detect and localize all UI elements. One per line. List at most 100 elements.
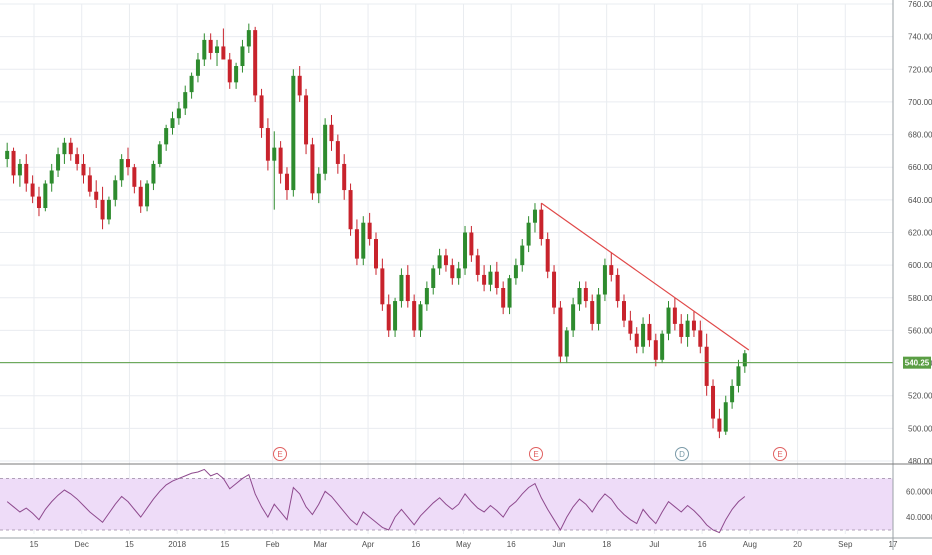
candlestick[interactable] bbox=[259, 88, 264, 138]
candlestick[interactable] bbox=[736, 359, 741, 393]
candlestick[interactable] bbox=[119, 154, 124, 187]
candlestick[interactable] bbox=[100, 186, 105, 230]
candlestick[interactable] bbox=[564, 327, 569, 364]
candlestick[interactable] bbox=[164, 124, 169, 151]
candlestick[interactable] bbox=[672, 297, 677, 331]
candlestick[interactable] bbox=[176, 101, 181, 125]
candlestick[interactable] bbox=[348, 183, 353, 236]
candlestick[interactable] bbox=[11, 147, 16, 184]
candlestick[interactable] bbox=[596, 287, 601, 331]
candlestick[interactable] bbox=[698, 320, 703, 354]
candlestick[interactable] bbox=[189, 72, 194, 99]
candlestick[interactable] bbox=[202, 33, 207, 67]
candlestick[interactable] bbox=[246, 23, 251, 53]
candlestick[interactable] bbox=[265, 118, 270, 171]
candlestick[interactable] bbox=[641, 317, 646, 354]
candlestick[interactable] bbox=[488, 265, 493, 292]
candlestick[interactable] bbox=[43, 180, 48, 212]
candlestick[interactable] bbox=[145, 180, 150, 212]
candlestick[interactable] bbox=[56, 147, 61, 178]
candlestick[interactable] bbox=[660, 330, 665, 364]
candlestick[interactable] bbox=[450, 258, 455, 285]
candlestick[interactable] bbox=[380, 258, 385, 311]
candlestick[interactable] bbox=[590, 294, 595, 331]
candlestick[interactable] bbox=[284, 167, 289, 200]
candlestick[interactable] bbox=[507, 274, 512, 315]
candlestick[interactable] bbox=[81, 154, 86, 184]
candlestick[interactable] bbox=[443, 248, 448, 272]
candlestick[interactable] bbox=[386, 294, 391, 337]
candlestick[interactable] bbox=[278, 141, 283, 184]
candlestick[interactable] bbox=[437, 248, 442, 275]
candlestick[interactable] bbox=[157, 141, 162, 168]
candlestick[interactable] bbox=[36, 186, 41, 217]
candlestick[interactable] bbox=[717, 408, 722, 439]
candlestick[interactable] bbox=[653, 333, 658, 367]
candlestick[interactable] bbox=[62, 137, 67, 164]
candlestick[interactable] bbox=[30, 175, 35, 204]
candlestick[interactable] bbox=[691, 310, 696, 337]
candlestick[interactable] bbox=[126, 147, 130, 176]
candlestick[interactable] bbox=[424, 281, 429, 311]
candlestick[interactable] bbox=[87, 167, 92, 197]
candlestick[interactable] bbox=[730, 379, 735, 409]
event-marker-d[interactable]: D bbox=[675, 447, 689, 461]
candlestick[interactable] bbox=[456, 261, 461, 285]
candlestick[interactable] bbox=[195, 52, 200, 83]
candlestick[interactable] bbox=[291, 69, 296, 197]
candlestick[interactable] bbox=[539, 203, 544, 246]
candlestick[interactable] bbox=[94, 180, 99, 209]
candlestick[interactable] bbox=[634, 327, 639, 354]
candlestick[interactable] bbox=[208, 33, 213, 60]
event-marker-e[interactable]: E bbox=[529, 447, 543, 461]
candlestick[interactable] bbox=[501, 281, 506, 315]
candlestick[interactable] bbox=[685, 314, 690, 347]
candlestick[interactable] bbox=[704, 333, 709, 396]
candlestick[interactable] bbox=[399, 268, 404, 308]
candlestick[interactable] bbox=[367, 212, 372, 246]
candlestick[interactable] bbox=[482, 265, 487, 292]
candlestick[interactable] bbox=[253, 26, 258, 102]
candlestick[interactable] bbox=[183, 85, 188, 115]
candlestick[interactable] bbox=[545, 232, 550, 279]
candlestick[interactable] bbox=[221, 28, 226, 60]
candlestick[interactable] bbox=[374, 232, 378, 275]
candlestick[interactable] bbox=[106, 196, 111, 225]
candlestick[interactable] bbox=[532, 203, 537, 233]
candlestick[interactable] bbox=[609, 252, 614, 282]
candlestick[interactable] bbox=[742, 350, 747, 373]
candlestick[interactable] bbox=[412, 294, 417, 337]
candlestick[interactable] bbox=[679, 314, 684, 344]
candlestick[interactable] bbox=[494, 261, 499, 295]
candlestick[interactable] bbox=[711, 379, 716, 429]
candlestick[interactable] bbox=[5, 142, 10, 168]
candlestick[interactable] bbox=[513, 258, 518, 285]
candlestick[interactable] bbox=[602, 258, 607, 302]
candlestick[interactable] bbox=[335, 134, 340, 174]
candlestick[interactable] bbox=[583, 281, 588, 308]
candlestick[interactable] bbox=[234, 62, 239, 89]
candlestick[interactable] bbox=[297, 66, 302, 102]
candlestick[interactable] bbox=[469, 225, 474, 262]
event-marker-e[interactable]: E bbox=[773, 447, 787, 461]
candlestick[interactable] bbox=[240, 39, 245, 73]
candlestick[interactable] bbox=[526, 216, 531, 253]
candlestick[interactable] bbox=[215, 39, 220, 67]
candlestick[interactable] bbox=[329, 114, 334, 151]
candlestick[interactable] bbox=[393, 297, 398, 337]
candlestick[interactable] bbox=[622, 294, 626, 328]
candlestick[interactable] bbox=[138, 180, 143, 213]
candlestick[interactable] bbox=[354, 219, 359, 266]
candlestick[interactable] bbox=[75, 147, 80, 171]
candlestick[interactable] bbox=[316, 167, 321, 204]
candlestick[interactable] bbox=[418, 301, 423, 337]
candlestick[interactable] bbox=[405, 265, 410, 308]
candlestick[interactable] bbox=[227, 52, 232, 89]
candlestick[interactable] bbox=[520, 239, 525, 272]
candlestick[interactable] bbox=[132, 163, 137, 194]
event-marker-e[interactable]: E bbox=[273, 447, 287, 461]
candlestick[interactable] bbox=[552, 265, 557, 315]
candlestick[interactable] bbox=[571, 297, 576, 337]
